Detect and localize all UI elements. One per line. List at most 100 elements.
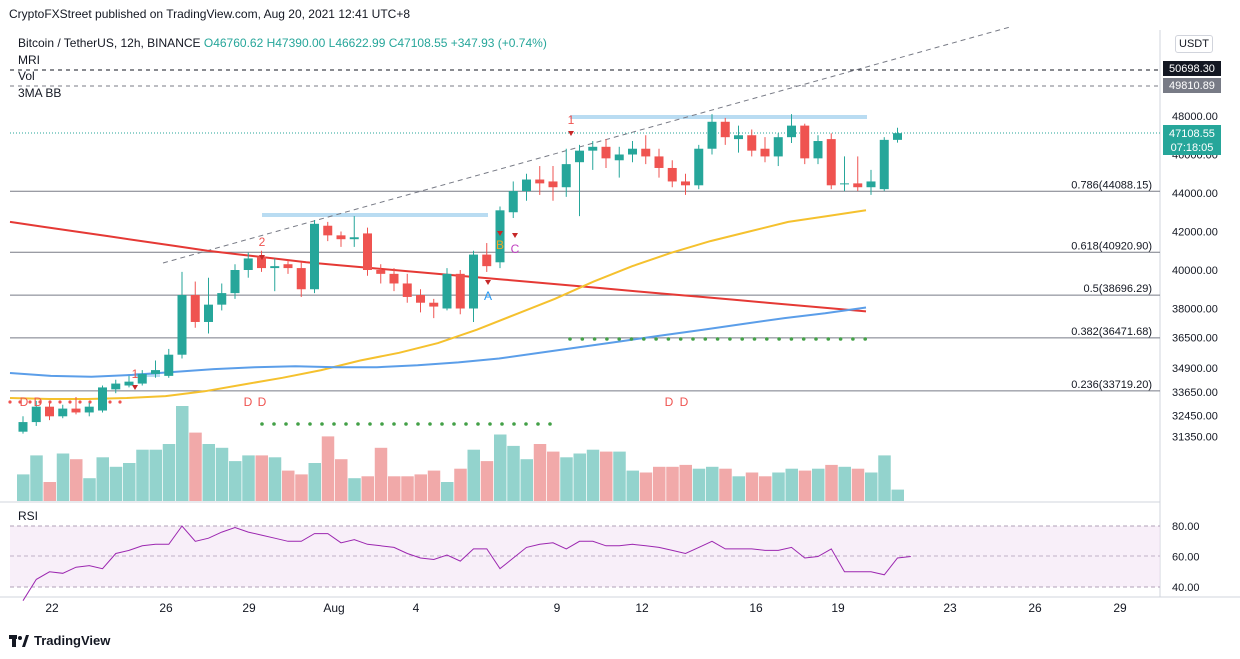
indicator-3ma-bb[interactable]: 3MA BB xyxy=(18,85,62,100)
bar-countdown: 07:18:05 xyxy=(1171,142,1214,154)
volume-bar xyxy=(70,459,83,501)
indicator-dot xyxy=(765,337,769,341)
volume-bar xyxy=(547,451,560,501)
volume-bar xyxy=(149,449,162,501)
volume-bar xyxy=(189,432,202,501)
indicator-mri[interactable]: MRI xyxy=(18,52,40,67)
volume-bar xyxy=(573,453,586,501)
indicator-dot xyxy=(308,422,312,426)
volume-bar xyxy=(812,468,825,501)
currency-button[interactable]: USDT xyxy=(1175,35,1213,53)
down-arrow-icon xyxy=(568,131,574,136)
d-marker: D xyxy=(20,395,29,409)
volume-bar xyxy=(759,476,772,501)
indicator-dot xyxy=(476,422,480,426)
fib-label-2: 0.5(38696.29) xyxy=(1084,283,1153,295)
candle xyxy=(230,264,240,299)
candle xyxy=(349,216,359,247)
volume-bar xyxy=(308,463,321,501)
volume-bar xyxy=(706,466,719,501)
indicator-dot xyxy=(356,422,360,426)
d-marker: D xyxy=(665,395,674,409)
abc-marker-b: B xyxy=(496,238,504,252)
indicator-dot xyxy=(838,337,843,341)
candle xyxy=(879,137,889,192)
indicator-dot xyxy=(752,337,757,341)
volume-bar xyxy=(401,476,414,501)
candle xyxy=(654,148,664,178)
rsi-tick-2: 40.00 xyxy=(1172,582,1200,594)
candle xyxy=(561,148,571,197)
time-tick-8: 19 xyxy=(831,601,845,615)
candle-body xyxy=(707,121,717,149)
down-arrow-icon xyxy=(132,385,138,390)
indicator-dot xyxy=(108,400,112,404)
rsi-pane-label[interactable]: RSI xyxy=(18,509,39,523)
tradingview-logo[interactable]: TradingView xyxy=(9,633,110,648)
candle xyxy=(866,169,876,195)
candle-body xyxy=(137,373,147,384)
candle-body xyxy=(98,387,107,411)
indicator-dot xyxy=(777,337,781,341)
volume-bar xyxy=(891,489,904,501)
candle-body xyxy=(84,406,94,413)
candle xyxy=(773,133,783,167)
candle-body xyxy=(442,273,452,309)
candle xyxy=(18,416,28,434)
fibonacci-levels: 0.786(44088.15) 0.618(40920.90) 0.5(38696.… xyxy=(10,179,1160,392)
ma-yellow-line xyxy=(9,209,867,400)
candle xyxy=(760,137,770,163)
indicator-vol[interactable]: Vol xyxy=(18,69,35,83)
candle-body xyxy=(694,148,704,186)
candle-body xyxy=(667,167,677,182)
indicator-dot xyxy=(654,337,658,341)
volume-bar xyxy=(520,459,533,501)
indicator-dot xyxy=(740,337,744,341)
time-tick-2: 29 xyxy=(242,601,256,615)
time-tick-7: 16 xyxy=(749,601,763,615)
indicator-dot xyxy=(605,337,609,341)
volume-bar xyxy=(719,468,732,501)
ohlc-values: O46760.62 H47390.00 L46622.99 C47108.55 … xyxy=(203,36,547,50)
indicator-dot xyxy=(715,337,720,341)
candle-body xyxy=(349,237,359,240)
candle-body xyxy=(270,266,280,269)
trendline[interactable] xyxy=(162,26,1011,264)
tradingview-icon xyxy=(9,634,29,647)
candle-body xyxy=(522,179,531,192)
candle xyxy=(84,402,94,417)
candle xyxy=(310,219,319,294)
candle xyxy=(177,271,187,359)
indicator-dot xyxy=(863,337,867,341)
price-tick-4: 40000.00 xyxy=(1172,265,1218,277)
candle-body xyxy=(628,148,637,155)
indicator-dot xyxy=(416,422,420,426)
candle-body xyxy=(614,154,624,161)
volume-bar xyxy=(454,468,467,501)
symbol-name[interactable]: Bitcoin / TetherUS, 12h, BINANCE xyxy=(18,36,201,50)
fib-label-4: 0.236(33719.20) xyxy=(1071,379,1152,391)
price-label-bg-1 xyxy=(1163,61,1221,76)
candle-body xyxy=(204,304,213,322)
time-tick-1: 26 xyxy=(159,601,173,615)
indicator-dot xyxy=(284,422,288,426)
candle xyxy=(270,258,280,292)
time-axis: 22 26 29 Aug 4 9 12 16 19 23 26 29 xyxy=(45,601,1127,615)
fib-label-3: 0.382(36471.68) xyxy=(1071,326,1152,338)
candle-body xyxy=(760,148,770,157)
volume-bar xyxy=(798,470,812,501)
d-marker: D xyxy=(258,395,267,409)
candle xyxy=(575,144,584,217)
indicator-dot xyxy=(58,400,62,404)
volume-bars xyxy=(17,406,904,501)
candle xyxy=(111,379,121,394)
indicator-dot xyxy=(580,337,585,341)
volume-bar xyxy=(414,474,427,501)
volume-bar xyxy=(838,466,851,501)
volume-bar xyxy=(666,466,679,501)
d-marker: D xyxy=(680,395,689,409)
indicator-dot xyxy=(380,422,384,426)
time-tick-5: 9 xyxy=(554,601,561,615)
indicator-dot xyxy=(851,337,855,341)
